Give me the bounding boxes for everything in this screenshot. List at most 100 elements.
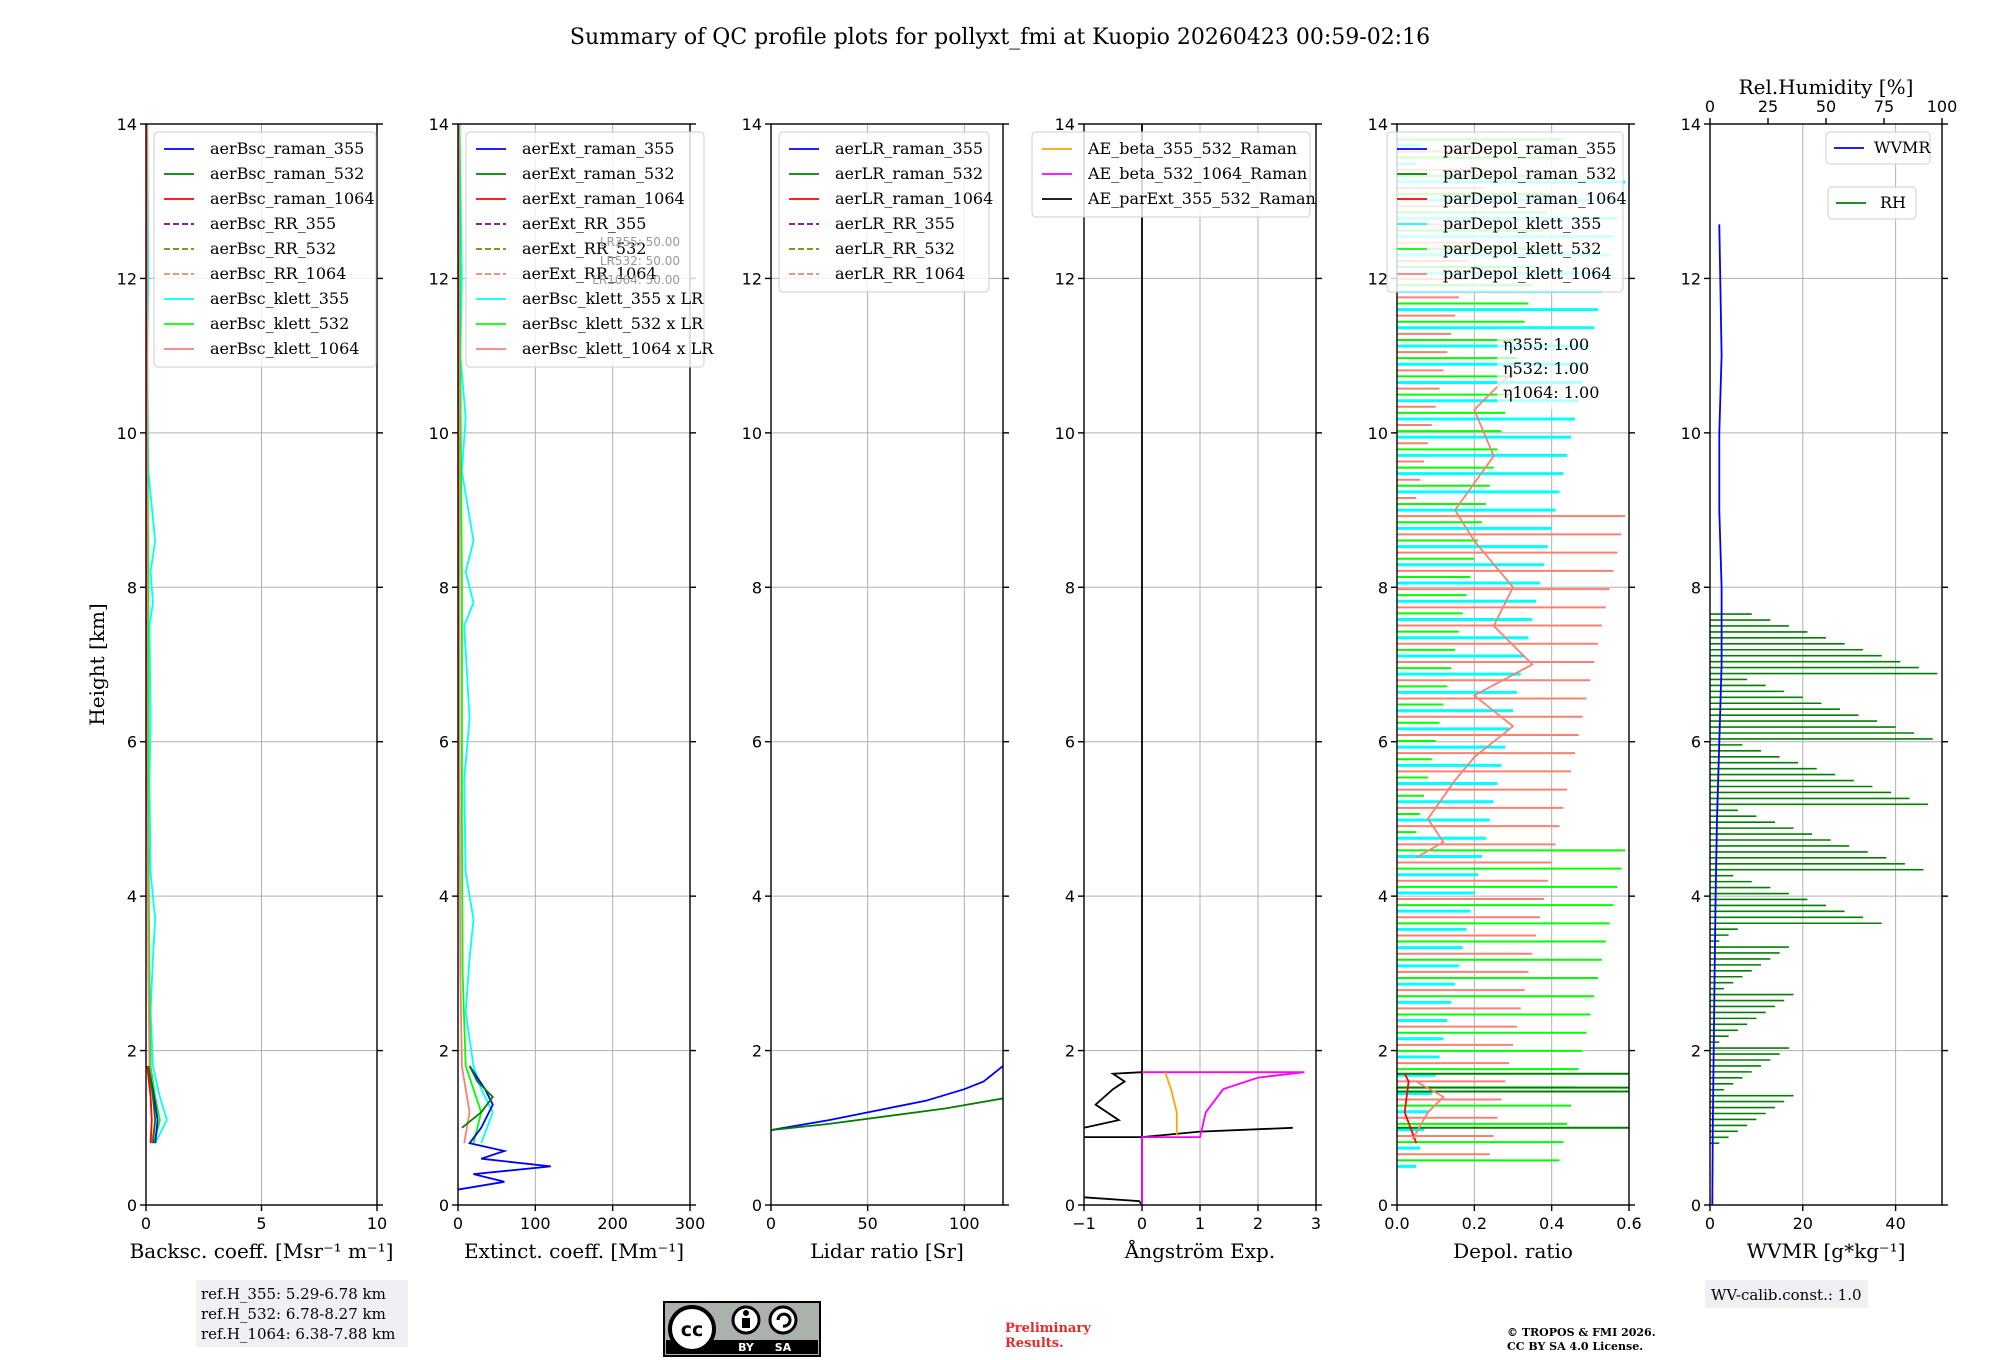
legend-label: aerLR_RR_355 [835, 214, 955, 233]
y-tick-label: 14 [117, 115, 137, 134]
y-tick-label: 8 [1378, 578, 1388, 597]
legend-label: aerBsc_raman_1064 [210, 189, 375, 208]
legend-label: parDepol_raman_355 [1443, 139, 1616, 158]
lr-annotation: LR532: 50.00 [600, 254, 680, 268]
top-x-axis-label: Rel.Humidity [%] [1739, 75, 1914, 99]
y-tick-label: 4 [752, 887, 762, 906]
legend-label: aerExt_raman_355 [522, 139, 675, 158]
eta-annotation: η355: 1.00 [1503, 335, 1589, 354]
legend-label: aerExt_RR_355 [522, 214, 646, 233]
x-tick-label: 100 [520, 1214, 551, 1233]
ref-heights-box: ref.H_355: 5.29-6.78 km ref.H_532: 6.78-… [196, 1280, 408, 1347]
y-tick-label: 4 [1691, 887, 1701, 906]
x-tick-label: 0.0 [1384, 1214, 1409, 1233]
series-group [771, 1065, 1003, 1131]
x-tick-label: 0 [453, 1214, 463, 1233]
series-line-aerLR_raman_355 [771, 1065, 1003, 1131]
legend-label: aerBsc_klett_532 [210, 314, 349, 333]
series-group [1084, 124, 1305, 1205]
series-line-parDepol_klett_1064 [1411, 1080, 1445, 1140]
lr-annotation: LR355: 50.00 [600, 235, 680, 249]
y-tick-label: 10 [429, 424, 449, 443]
legend-label: aerBsc_RR_355 [210, 214, 336, 233]
x-tick-label: 40 [1885, 1214, 1905, 1233]
y-tick-label: 2 [439, 1042, 449, 1061]
y-tick-label: 14 [429, 115, 449, 134]
x-tick-label: −1 [1072, 1214, 1096, 1233]
legend-label: aerLR_RR_1064 [835, 264, 965, 283]
series-line-aerBsc_klett_532 x LR [458, 124, 483, 1144]
x-tick-label: 20 [1793, 1214, 1813, 1233]
legend-label: parDepol_raman_532 [1443, 164, 1616, 183]
series-group [458, 124, 551, 1191]
y-tick-label: 10 [1055, 424, 1075, 443]
ref-h-355: ref.H_355: 5.29-6.78 km [201, 1285, 386, 1303]
y-tick-label: 0 [1691, 1196, 1701, 1215]
top-x-tick-label: 25 [1758, 97, 1778, 116]
legend-box [1386, 131, 1624, 293]
x-tick-label: 1 [1195, 1214, 1205, 1233]
top-x-tick-label: 100 [1927, 97, 1958, 116]
series-line-aerBsc_raman_1064 [146, 1065, 153, 1144]
panel-2: 0 2 4 6 8 10 12 14 0 100 200 300 Extinct. coeff. [Mm… [429, 115, 715, 1263]
legend-label: parDepol_raman_1064 [1443, 189, 1627, 208]
legend-label: aerBsc_klett_1064 [210, 339, 359, 358]
legend-label: parDepol_klett_355 [1443, 214, 1601, 233]
wv-calib-text: WV-calib.const.: 1.0 [1711, 1286, 1862, 1304]
legend-label: aerBsc_raman_355 [210, 139, 364, 158]
panel-1: 0 2 4 6 8 10 12 14 0 5 10 Backsc. coeff. [Msr⁻¹ m⁻¹… [85, 115, 393, 1263]
legend-label: aerBsc_raman_532 [210, 164, 364, 183]
x-tick-label: 0.2 [1462, 1214, 1487, 1233]
x-axis-label: WVMR [g*kg⁻¹] [1747, 1239, 1906, 1263]
plot-frame [1396, 123, 1630, 1206]
series-line-AE_parExt_355_532_Raman [1084, 124, 1143, 1205]
x-tick-label: 0 [141, 1214, 151, 1233]
y-tick-label: 6 [127, 733, 137, 752]
x-tick-label: 50 [857, 1214, 877, 1233]
legend-box [1827, 186, 1917, 220]
legend-label: AE_beta_532_1064_Raman [1087, 164, 1307, 183]
legend-label: aerExt_RR_532 [522, 239, 646, 258]
ref-h-1064: ref.H_1064: 6.38-7.88 km [201, 1325, 395, 1343]
series-group [146, 124, 168, 1144]
legend-label: aerBsc_RR_1064 [210, 264, 346, 283]
y-tick-label: 6 [1691, 733, 1701, 752]
x-tick-label: 100 [949, 1214, 980, 1233]
series-line-aerLR_raman_532 [771, 1097, 1003, 1131]
x-axis-label: Extinct. coeff. [Mm⁻¹] [464, 1239, 684, 1263]
y-tick-label: 2 [752, 1042, 762, 1061]
wv-calib-box: WV-calib.const.: 1.0 [1705, 1280, 1868, 1308]
y-tick-label: 8 [127, 578, 137, 597]
y-tick-label: 4 [439, 887, 449, 906]
legend-label: parDepol_klett_532 [1443, 239, 1601, 258]
preliminary-text-line2: Results. [1005, 1336, 1064, 1351]
legend-box [1825, 131, 1931, 165]
x-tick-label: 0 [766, 1214, 776, 1233]
y-tick-label: 8 [752, 578, 762, 597]
ref-h-532: ref.H_532: 6.78-8.27 km [201, 1305, 386, 1323]
series-line-parDepol_raman_1064 [1403, 1073, 1418, 1144]
plot-frame [770, 123, 1004, 1206]
x-tick-label: 5 [256, 1214, 266, 1233]
eta-annotation: η532: 1.00 [1503, 359, 1589, 378]
plot-frame [457, 123, 691, 1206]
legend-label: aerLR_raman_532 [835, 164, 983, 183]
panel-3: 0 2 4 6 8 10 12 14 0 50 100 Lidar ratio [Sr] aerLR_r… [742, 115, 1009, 1263]
y-tick-label: 12 [742, 269, 762, 288]
legend-box [153, 131, 377, 368]
y-tick-label: 4 [127, 887, 137, 906]
y-tick-label: 14 [742, 115, 762, 134]
y-tick-label: 6 [752, 733, 762, 752]
copyright-line1: © TROPOS & FMI 2026. [1507, 1326, 1656, 1339]
y-tick-label: 8 [1691, 578, 1701, 597]
y-tick-label: 10 [117, 424, 137, 443]
legend-label: aerBsc_klett_532 x LR [522, 314, 704, 333]
series-line-AE_beta_532_1064_Raman [1141, 1071, 1305, 1205]
legend-label: aerBsc_RR_532 [210, 239, 336, 258]
series-line-AE_beta_355_532_Raman [1164, 1071, 1178, 1136]
copyright-line2: CC BY SA 4.0 License. [1507, 1340, 1643, 1353]
series-line-WVMR [1711, 224, 1723, 1205]
